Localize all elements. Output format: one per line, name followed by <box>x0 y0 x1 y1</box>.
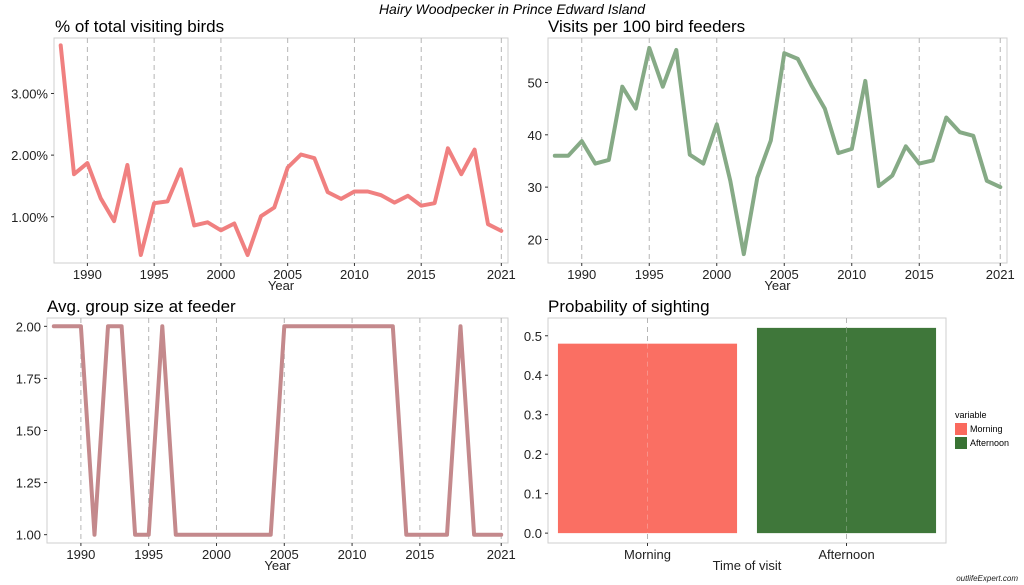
p4-xtick-label: Morning <box>624 547 671 562</box>
p1-ytick-label: 1.00% <box>11 210 48 225</box>
legend-swatch-afternoon <box>955 437 967 449</box>
p3-series-line <box>51 324 504 537</box>
panel-title-visits-per-100: Visits per 100 bird feeders <box>548 17 746 36</box>
p2-xtick-label: 2000 <box>702 267 731 282</box>
legend-label-morning: Morning <box>970 424 1003 434</box>
p2-xtick-label: 1995 <box>635 267 664 282</box>
p3-ytick-label: 1.00 <box>16 528 41 543</box>
legend-title: variable <box>955 410 987 420</box>
p4-ytick-label: 0.4 <box>524 368 542 383</box>
p3-xtick-label: 1995 <box>134 547 163 562</box>
p1-series-line <box>58 43 504 257</box>
p4-ytick-label: 0.2 <box>524 447 542 462</box>
p1-xtick-label: 2005 <box>273 267 302 282</box>
p3-xtick-label: 1990 <box>66 547 95 562</box>
p3-xlabel: Year <box>264 558 291 573</box>
legend-item-afternoon: Afternoon <box>955 437 1009 449</box>
p2-ytick-label: 30 <box>528 180 542 195</box>
panel-title-probability: Probability of sighting <box>548 297 710 316</box>
p2-xlabel: Year <box>764 278 791 293</box>
p3-ytick-label: 1.75 <box>16 371 41 386</box>
p4-ytick-label: 0.0 <box>524 526 542 541</box>
panel-title-group-size: Avg. group size at feeder <box>47 297 236 316</box>
p1-ytick-label: 2.00% <box>11 148 48 163</box>
p4-ytick-label: 0.1 <box>524 487 542 502</box>
p1-xtick-label: 1990 <box>73 267 102 282</box>
p2-ytick-label: 40 <box>528 128 542 143</box>
p1-xtick-label: 2015 <box>407 267 436 282</box>
p2-xtick-label: 2005 <box>770 267 799 282</box>
p4-ytick-label: 0.3 <box>524 408 542 423</box>
p1-xlabel: Year <box>268 278 295 293</box>
p1-ytick-label: 3.00% <box>11 86 48 101</box>
p1-xtick-label: 2021 <box>487 267 516 282</box>
p2-xtick-label: 2015 <box>905 267 934 282</box>
watermark: outlifeExpert.com <box>956 574 1018 583</box>
p3-xtick-label: 2010 <box>338 547 367 562</box>
legend-swatch-morning <box>955 423 967 435</box>
p1-xtick-label: 1995 <box>140 267 169 282</box>
p1-xtick-label: 2010 <box>340 267 369 282</box>
p1-frame <box>53 37 509 264</box>
p2-xtick-label: 2021 <box>986 267 1015 282</box>
p4-xlabel: Time of visit <box>713 558 782 573</box>
p4-frame <box>547 317 947 544</box>
p4-ytick-label: 0.5 <box>524 329 542 344</box>
p3-ytick-label: 2.00 <box>16 319 41 334</box>
p3-xtick-label: 2000 <box>202 547 231 562</box>
bar-morning <box>557 343 738 534</box>
p3-ytick-label: 1.25 <box>16 476 41 491</box>
legend-item-morning: Morning <box>955 423 1009 435</box>
legend-label-afternoon: Afternoon <box>970 438 1010 448</box>
p2-ytick-label: 20 <box>528 232 542 247</box>
p2-frame <box>547 37 1008 264</box>
p2-xtick-label: 2010 <box>837 267 866 282</box>
p3-xtick-label: 2005 <box>270 547 299 562</box>
p2-series-line <box>552 45 1003 257</box>
bar-afternoon <box>756 327 937 534</box>
p2-ytick-label: 50 <box>528 75 542 90</box>
p2-xtick-label: 1990 <box>567 267 596 282</box>
p3-ytick-label: 1.50 <box>16 424 41 439</box>
p3-xtick-label: 2021 <box>487 547 516 562</box>
legend: variable Morning Afternoon <box>955 410 1009 451</box>
p3-xtick-label: 2015 <box>405 547 434 562</box>
p4-xtick-label: Afternoon <box>818 547 874 562</box>
figure-title: Hairy Woodpecker in Prince Edward Island <box>378 1 646 17</box>
p1-xtick-label: 2000 <box>206 267 235 282</box>
panel-title-percent-total: % of total visiting birds <box>55 17 225 36</box>
